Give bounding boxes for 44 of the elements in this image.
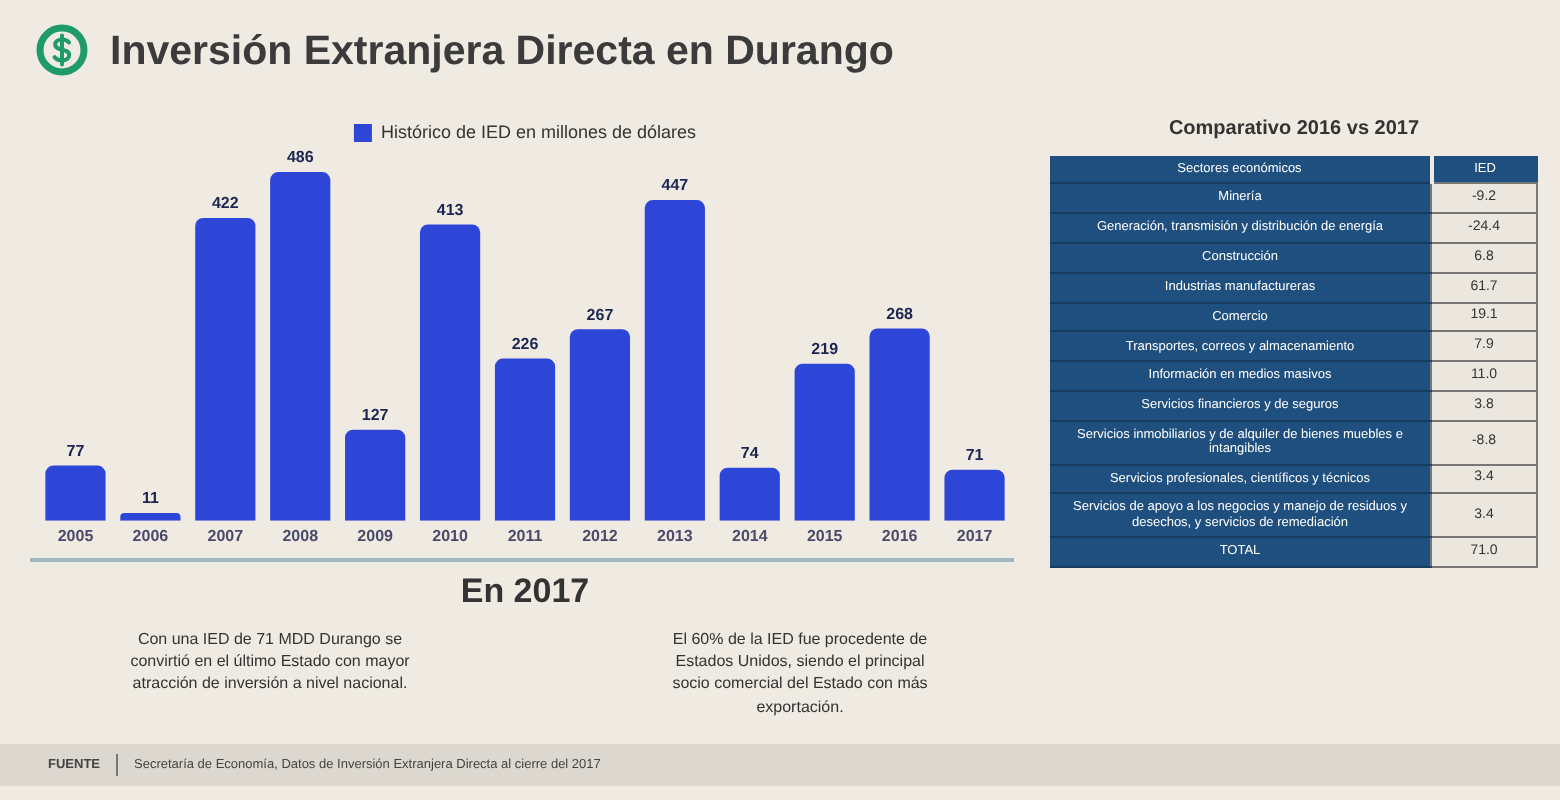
text: El 60% de la IED fue procedente de Estados Unidos, siendo el principal socio comercial del Estado con más exportación. (670, 628, 930, 718)
bar (45, 465, 106, 521)
x-tick-label: 2005 (57, 526, 95, 545)
data-label: 226 (511, 335, 540, 354)
x-tick-label: 2011 (507, 526, 544, 545)
text: Comparativo 2016 vs 2017 (1166, 118, 1422, 140)
x-tick-label: 2012 (582, 526, 619, 545)
data-label: 267 (586, 305, 615, 324)
data-label: 77 (66, 441, 86, 460)
data-label: 219 (811, 340, 840, 359)
bar (270, 172, 331, 521)
data-label: 74 (740, 444, 760, 463)
data-label: 11 (141, 489, 160, 508)
bar (419, 224, 481, 521)
x-tick-label: 2016 (881, 526, 919, 545)
data-label: 413 (436, 200, 465, 219)
bar (494, 358, 556, 521)
data-label: 268 (886, 304, 915, 323)
x-tick-label: 2017 (956, 526, 994, 545)
bar (944, 469, 1005, 521)
data-label: 447 (661, 176, 690, 195)
bar (644, 200, 705, 521)
x-tick-label: 2013 (657, 526, 694, 545)
legend-label: Histórico de IED en millones de dólares (380, 121, 698, 142)
x-tick-label: 2014 (731, 526, 769, 545)
x-tick-label: 2007 (207, 526, 245, 545)
bar (719, 467, 780, 521)
data-label: 422 (211, 194, 240, 213)
chart-title: Inversión Extranjera Directa en Durango (110, 28, 894, 76)
data-label: 71 (965, 446, 985, 465)
text: En 2017 (458, 572, 592, 612)
text: Con una IED de 71 MDD Durango se convirtió en el último Estado con mayor atracción de inversión a nivel nacional. (130, 628, 410, 696)
bar (569, 329, 631, 521)
data-label: 127 (361, 406, 390, 425)
x-tick-label: 2010 (432, 526, 469, 545)
bar (345, 429, 406, 521)
bar (869, 328, 930, 521)
data-label: 486 (286, 148, 315, 167)
bar (195, 217, 256, 521)
bar (794, 363, 855, 521)
x-tick-label: 2009 (357, 526, 395, 545)
x-tick-label: 2015 (806, 526, 844, 545)
x-tick-label: 2008 (282, 526, 320, 545)
x-tick-label: 2006 (132, 526, 170, 545)
